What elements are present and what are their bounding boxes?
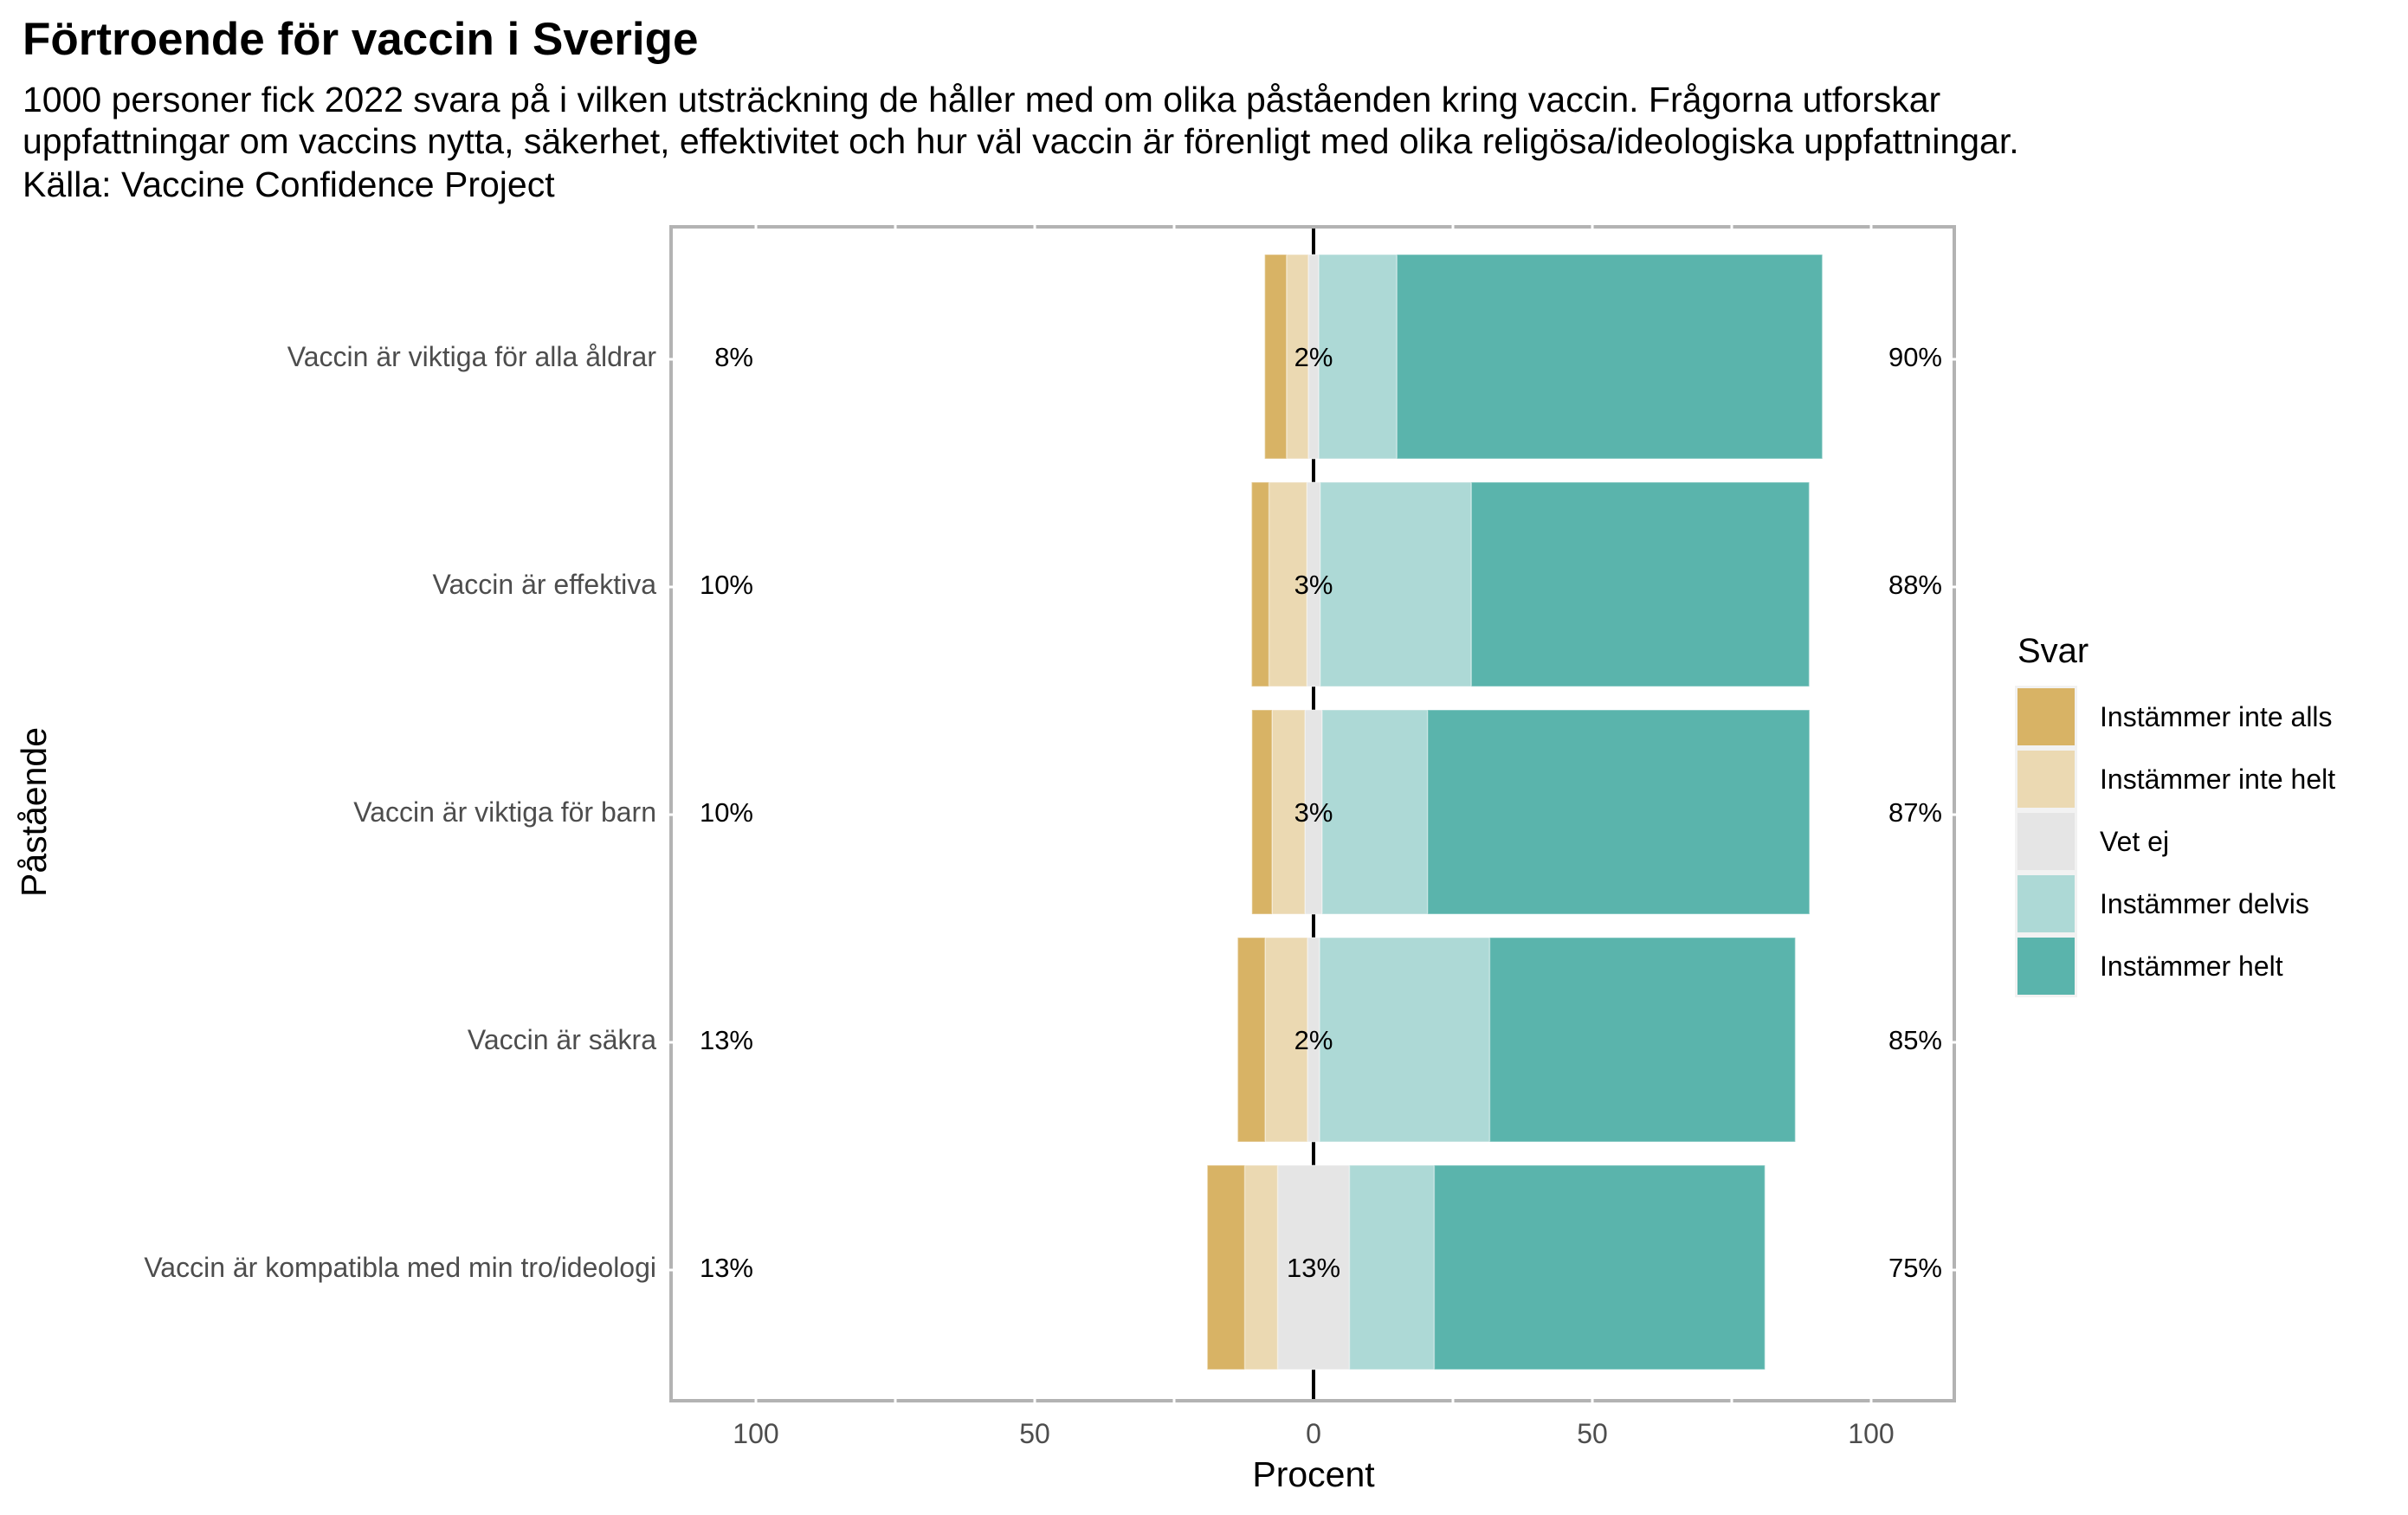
bar-segment-inst-mmer-inte-alls — [1236, 937, 1266, 1143]
bar-segment-vet-ej — [1276, 1164, 1351, 1370]
bar-segment-inst-mmer-inte-helt — [1243, 1164, 1279, 1370]
bar-segment-inst-mmer-helt — [1396, 254, 1824, 460]
chart-subtitle-line-1: 1000 personer fick 2022 svara på i vilke… — [23, 80, 1940, 119]
bar-segment-inst-mmer-inte-alls — [1206, 1164, 1246, 1370]
label-neutral: 13% — [1287, 1253, 1340, 1283]
legend-swatch — [2017, 813, 2075, 870]
legend-item: Instämmer inte alls — [2017, 688, 2333, 745]
bar-segment-inst-mmer-delvis — [1319, 481, 1473, 687]
legend: Svar Instämmer inte alls Instämmer inte h… — [2015, 632, 2335, 997]
legend-item: Vet ej — [2017, 813, 2169, 870]
legend-swatch — [2017, 938, 2075, 995]
legend-label: Vet ej — [2100, 826, 2169, 857]
data-labels: 8% 2% 90% 10% 3% 88% 10% 3% 87% 13% 2% 85% 13% 13% 75% — [700, 342, 1942, 1283]
legend-items: Instämmer inte alls Instämmer inte helt Ve… — [2015, 686, 2335, 997]
y-tick-label: Vaccin är säkra — [468, 1024, 656, 1055]
y-tick-label: Vaccin är kompatibla med min tro/ideolog… — [144, 1252, 656, 1283]
label-neutral: 3% — [1294, 797, 1333, 828]
bar-segment-inst-mmer-helt — [1488, 937, 1797, 1143]
legend-swatch — [2017, 875, 2075, 932]
legend-label: Instämmer delvis — [2100, 888, 2309, 919]
legend-label: Instämmer helt — [2100, 951, 2283, 982]
bar-group — [1236, 937, 1797, 1143]
label-agree-total: 90% — [1888, 342, 1942, 372]
label-agree-total: 87% — [1888, 797, 1942, 828]
label-neutral: 2% — [1294, 342, 1333, 372]
legend-item: Instämmer helt — [2017, 938, 2283, 995]
y-tick-label: Vaccin är viktiga för barn — [353, 796, 656, 828]
x-tick-label: 50 — [1019, 1418, 1050, 1449]
label-agree-total: 75% — [1888, 1253, 1942, 1283]
label-disagree-total: 13% — [700, 1025, 753, 1055]
label-neutral: 2% — [1294, 1025, 1333, 1055]
chart-title: Förtroende för vaccin i Sverige — [23, 14, 699, 65]
legend-title: Svar — [2017, 632, 2088, 670]
bar-segment-inst-mmer-delvis — [1318, 254, 1398, 460]
x-axis-title: Procent — [1252, 1454, 1375, 1494]
y-axis: Vaccin är viktiga för alla åldrar Vaccin … — [144, 341, 656, 1283]
label-disagree-total: 13% — [700, 1253, 753, 1283]
panel-border — [668, 224, 1957, 1403]
label-neutral: 3% — [1294, 570, 1333, 600]
legend-item: Instämmer inte helt — [2017, 751, 2335, 808]
legend-label: Instämmer inte alls — [2100, 701, 2333, 732]
bar-group — [1250, 481, 1811, 687]
x-tick-label: 100 — [1848, 1418, 1894, 1449]
y-tick-label: Vaccin är effektiva — [433, 569, 657, 600]
bar-segment-inst-mmer-inte-alls — [1263, 254, 1288, 460]
label-disagree-total: 8% — [714, 342, 753, 372]
legend-swatch — [2017, 751, 2075, 808]
legend-swatch — [2017, 688, 2075, 745]
x-tick-label: 50 — [1577, 1418, 1608, 1449]
label-disagree-total: 10% — [700, 797, 753, 828]
bar-segment-inst-mmer-delvis — [1348, 1164, 1436, 1370]
x-axis: 100 50 0 50 100 — [733, 1418, 1894, 1449]
label-agree-total: 85% — [1888, 1025, 1942, 1055]
bar-segment-inst-mmer-delvis — [1319, 937, 1491, 1143]
chart-source: Källa: Vaccine Confidence Project — [23, 164, 555, 204]
chart-subtitle-line-2: uppfattningar om vaccins nytta, säkerhet… — [23, 121, 2019, 161]
bar-segment-inst-mmer-helt — [1426, 709, 1811, 915]
legend-label: Instämmer inte helt — [2100, 764, 2335, 795]
bar-group — [1263, 254, 1824, 460]
x-tick-label: 0 — [1306, 1418, 1321, 1449]
legend-item: Instämmer delvis — [2017, 875, 2309, 932]
label-disagree-total: 10% — [700, 570, 753, 600]
bar-segment-inst-mmer-delvis — [1321, 709, 1429, 915]
bar-segment-inst-mmer-helt — [1433, 1164, 1766, 1370]
x-tick-label: 100 — [733, 1418, 778, 1449]
bar-segment-inst-mmer-inte-helt — [1264, 937, 1308, 1143]
y-axis-title: Påstående — [14, 727, 54, 897]
bar-group — [1251, 709, 1811, 915]
bar-segment-inst-mmer-inte-alls — [1251, 709, 1273, 915]
bar-segment-inst-mmer-inte-alls — [1250, 481, 1270, 687]
bar-group — [1206, 1164, 1766, 1370]
label-agree-total: 88% — [1888, 570, 1942, 600]
bar-segment-inst-mmer-helt — [1470, 481, 1811, 687]
y-tick-label: Vaccin är viktiga för alla åldrar — [287, 341, 657, 372]
bars — [1206, 254, 1824, 1370]
